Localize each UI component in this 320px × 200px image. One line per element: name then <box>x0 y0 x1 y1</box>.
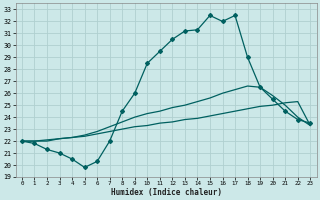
X-axis label: Humidex (Indice chaleur): Humidex (Indice chaleur) <box>111 188 221 197</box>
